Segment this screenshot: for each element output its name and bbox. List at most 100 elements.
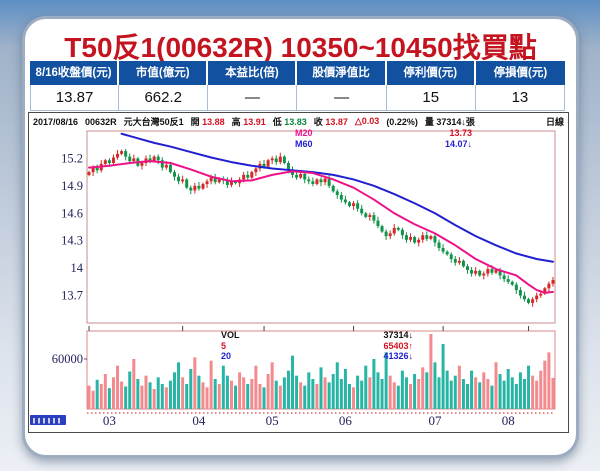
volume-bar (291, 355, 295, 409)
candle-body (425, 235, 429, 239)
volume-bar (266, 374, 270, 409)
volume-bar (339, 379, 343, 409)
volume-bar (205, 387, 209, 409)
x-axis-label: 05 (266, 413, 279, 428)
volume-bar (380, 379, 384, 409)
candle-body (164, 164, 168, 168)
candle-body (368, 215, 372, 217)
candle-body (128, 156, 132, 162)
value-cell-close-price: 13.87 (30, 85, 120, 111)
summary-table-value-row: 13.87 662.2 — — 15 13 (30, 85, 565, 111)
page-title: T50反1(00632R) 10350~10450找買點 (64, 32, 537, 63)
volume-bar (335, 362, 339, 409)
volume-bar (120, 381, 124, 409)
period-label: 日線 (545, 117, 564, 127)
candle-body (502, 275, 506, 280)
volume-bar (164, 387, 168, 409)
volume-axis-label: 60000 (52, 352, 83, 366)
volume-bar (193, 357, 197, 409)
close-quote: 收 13.87 (313, 117, 348, 127)
volume-bar (331, 374, 335, 409)
x-axis-label: 03 (103, 413, 116, 428)
candle-body (413, 237, 417, 243)
candle-body (201, 184, 205, 189)
candle-body (331, 185, 335, 192)
volume-bar (270, 362, 274, 409)
candle-body (205, 181, 209, 185)
candle-body (421, 235, 425, 240)
volume-bar (172, 372, 176, 409)
volume-bar (181, 377, 185, 409)
candle-body (409, 237, 413, 240)
volume-bar (429, 334, 433, 409)
volume-bar (343, 369, 347, 409)
volume-bar (494, 362, 498, 409)
volume-bar (364, 365, 368, 409)
candle-body (254, 168, 258, 173)
price-axis-label: 14.9 (61, 179, 83, 193)
volume-bar (323, 377, 327, 409)
volume-bar (421, 367, 425, 409)
change-value: △0.03 (354, 116, 380, 126)
price-axis-label: 14.6 (61, 206, 83, 220)
high-quote: 高 13.91 (231, 117, 266, 127)
volume-bar (250, 379, 254, 409)
candle-body (474, 270, 478, 274)
candle-body (522, 295, 526, 300)
candle-body (539, 293, 543, 296)
candle-body (470, 269, 474, 274)
candle-body (453, 259, 457, 263)
x-axis-label: 06 (339, 413, 353, 428)
candle-body (461, 260, 465, 267)
candle-body (299, 173, 303, 178)
candle-body (209, 177, 213, 182)
volume-bar (258, 384, 262, 409)
volume-bar (140, 385, 144, 409)
volume-bar (311, 379, 315, 409)
volume-bar (286, 370, 290, 409)
candle-body (116, 153, 120, 158)
volume-bar (185, 384, 189, 409)
volume-bar (543, 360, 547, 409)
volume-bar (128, 371, 132, 409)
candle-body (498, 269, 502, 276)
candle-body (490, 269, 494, 273)
volume-bar (148, 382, 152, 409)
volume-bar (478, 382, 482, 409)
volume-bar (490, 385, 494, 409)
candle-body (225, 180, 229, 185)
volume-bar (498, 374, 502, 409)
volume-bar (392, 382, 396, 409)
price-axis-label: 15.2 (61, 151, 83, 165)
volume-bar (461, 379, 465, 409)
candle-body (380, 226, 384, 232)
volume-bar (132, 359, 136, 409)
candle-body (518, 290, 522, 296)
header-cell-market-cap: 市值(億元) (119, 61, 209, 85)
price-axis-label: 14.3 (61, 234, 83, 248)
volume-bar (388, 375, 392, 409)
volume-bar (531, 375, 535, 409)
candle-body (404, 235, 408, 240)
candle-body (494, 269, 498, 273)
candle-body (388, 233, 392, 237)
volume-bar (111, 377, 115, 409)
x-axis-label: 08 (502, 413, 515, 428)
volume-bar (470, 370, 474, 409)
volume-bar (457, 365, 461, 409)
change-percent: (0.22%) (386, 116, 418, 127)
candle-body (445, 251, 449, 255)
candle-body (229, 181, 233, 185)
candle-body (103, 160, 107, 164)
candle-body (352, 203, 356, 206)
candle-body (246, 174, 250, 178)
volume-bar (376, 372, 380, 409)
volume-bar (307, 372, 311, 409)
header-cell-pb-ratio: 股價淨值比 (297, 61, 387, 85)
candle-body (335, 191, 339, 195)
volume-bar (486, 379, 490, 409)
header-cell-close-price: 8/16收盤價(元) (30, 61, 120, 85)
candle-body (111, 157, 115, 163)
candle-body (547, 283, 551, 289)
